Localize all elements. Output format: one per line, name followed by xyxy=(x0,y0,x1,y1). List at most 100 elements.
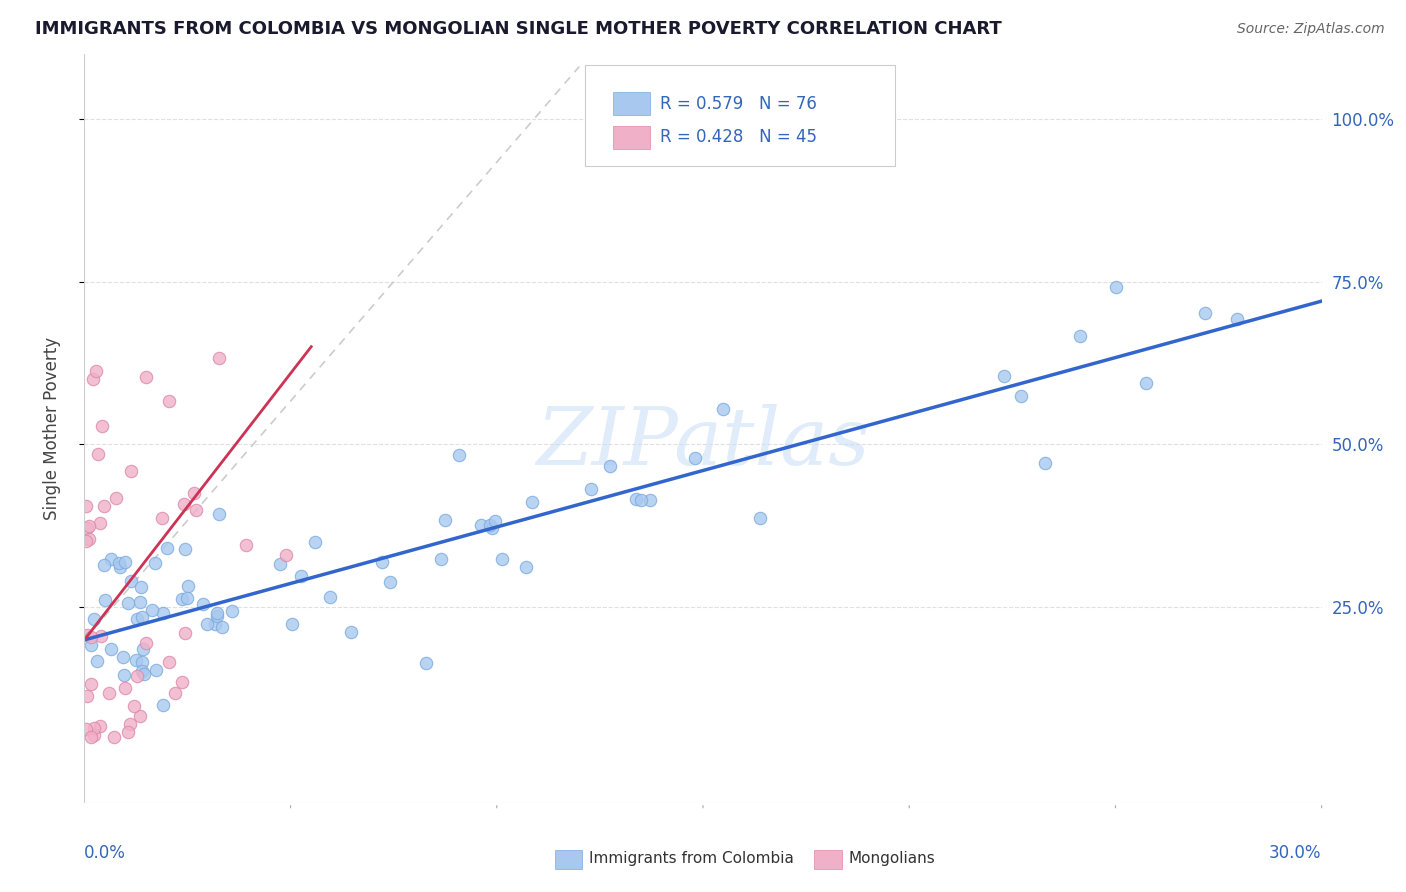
Point xyxy=(276,549,298,563)
FancyBboxPatch shape xyxy=(814,850,842,869)
Point xyxy=(581,482,603,496)
FancyBboxPatch shape xyxy=(554,850,582,869)
Point xyxy=(204,616,226,631)
Point xyxy=(129,708,152,723)
Point xyxy=(135,369,157,384)
Point xyxy=(117,596,139,610)
Point xyxy=(157,394,180,409)
Point xyxy=(76,521,98,535)
Point xyxy=(100,552,122,566)
Point xyxy=(290,569,312,583)
Point xyxy=(104,491,127,505)
Point xyxy=(170,591,193,606)
Point xyxy=(195,617,218,632)
Point xyxy=(75,722,97,736)
Point xyxy=(80,638,103,652)
Point xyxy=(208,507,231,521)
Point xyxy=(515,560,537,574)
Text: 0.0%: 0.0% xyxy=(84,844,127,862)
Point xyxy=(208,351,231,366)
Point xyxy=(117,724,139,739)
Point xyxy=(76,628,98,642)
Point xyxy=(1069,328,1091,343)
Point xyxy=(89,516,111,530)
Point xyxy=(993,368,1015,383)
Point xyxy=(235,538,257,552)
Point xyxy=(131,664,153,678)
Point xyxy=(1225,312,1247,326)
Point xyxy=(319,590,342,604)
Text: ZIPatlas: ZIPatlas xyxy=(536,404,870,482)
Point xyxy=(281,617,304,632)
Point xyxy=(339,624,361,639)
Point xyxy=(120,717,142,731)
Point xyxy=(132,666,155,681)
Point xyxy=(1135,376,1157,391)
Point xyxy=(120,464,142,478)
Point xyxy=(165,686,187,700)
Point xyxy=(112,667,135,681)
Point xyxy=(626,491,648,506)
Point xyxy=(520,495,543,509)
Point xyxy=(304,535,326,549)
Point xyxy=(145,664,167,678)
Point xyxy=(449,448,471,462)
Text: 30.0%: 30.0% xyxy=(1270,844,1322,862)
Point xyxy=(125,653,148,667)
FancyBboxPatch shape xyxy=(613,126,650,149)
Point xyxy=(1010,389,1032,403)
Point xyxy=(371,555,394,569)
FancyBboxPatch shape xyxy=(613,93,650,115)
Point xyxy=(110,560,132,574)
Point xyxy=(90,418,112,433)
Point xyxy=(80,677,103,691)
Point xyxy=(156,541,179,555)
Point xyxy=(640,493,662,508)
Point xyxy=(193,597,215,611)
Point xyxy=(94,593,117,607)
Point xyxy=(114,555,136,569)
Point xyxy=(630,493,652,508)
Point xyxy=(221,604,243,618)
Point xyxy=(141,603,163,617)
Point xyxy=(599,458,621,473)
Point xyxy=(114,681,136,696)
Point xyxy=(205,606,228,620)
Text: Immigrants from Colombia: Immigrants from Colombia xyxy=(589,852,794,866)
Point xyxy=(108,556,131,570)
Point xyxy=(713,401,735,416)
Point xyxy=(132,642,155,657)
Point xyxy=(125,612,148,626)
Point xyxy=(479,518,502,533)
Text: R = 0.579   N = 76: R = 0.579 N = 76 xyxy=(659,95,817,112)
Text: Mongolians: Mongolians xyxy=(849,852,936,866)
FancyBboxPatch shape xyxy=(585,65,894,166)
Point xyxy=(100,641,122,656)
Point xyxy=(491,552,513,566)
Point xyxy=(170,675,193,690)
Point xyxy=(380,574,402,589)
Point xyxy=(79,518,101,533)
Point xyxy=(80,631,103,645)
Point xyxy=(177,579,200,593)
Point xyxy=(79,532,101,546)
Point xyxy=(150,511,173,525)
Point xyxy=(481,521,503,535)
Point xyxy=(683,451,706,466)
Point xyxy=(97,685,120,699)
Point xyxy=(434,513,457,527)
Point xyxy=(484,514,506,528)
Point xyxy=(83,612,105,626)
Point xyxy=(470,518,492,533)
Point xyxy=(152,698,174,712)
Point xyxy=(415,657,437,671)
Point xyxy=(89,719,111,733)
Point xyxy=(84,364,107,378)
Point xyxy=(82,372,104,386)
Text: IMMIGRANTS FROM COLOMBIA VS MONGOLIAN SINGLE MOTHER POVERTY CORRELATION CHART: IMMIGRANTS FROM COLOMBIA VS MONGOLIAN SI… xyxy=(35,21,1001,38)
Point xyxy=(125,669,148,683)
Point xyxy=(103,730,125,744)
Point xyxy=(93,500,115,514)
Point xyxy=(174,541,197,556)
Point xyxy=(1194,306,1216,320)
